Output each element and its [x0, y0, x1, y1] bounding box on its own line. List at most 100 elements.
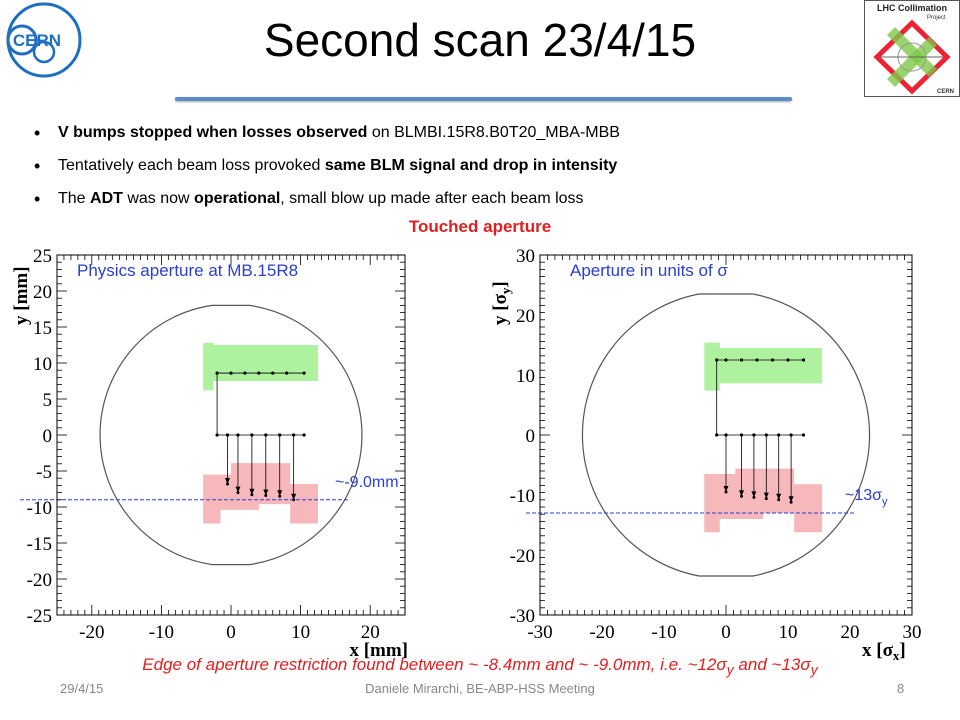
- data-point: [752, 495, 756, 499]
- panel-title: Aperture in units of σ: [570, 261, 728, 280]
- data-point: [752, 433, 756, 437]
- caption-text: Edge of aperture restriction found betwe…: [142, 655, 727, 674]
- x-tick-label: 0: [721, 622, 731, 643]
- data-point: [292, 433, 296, 437]
- bump-arrow-head: [776, 493, 782, 500]
- x-axis-label-sub: x: [893, 648, 900, 662]
- data-point: [225, 433, 230, 437]
- x-axis-label-close: ]: [899, 640, 905, 661]
- data-point: [770, 358, 775, 362]
- x-tick-label: 10: [779, 622, 798, 643]
- bump-arrow-head: [723, 486, 729, 492]
- y-tick-label: 30: [516, 246, 535, 267]
- data-point: [243, 371, 247, 375]
- slide-title: Second scan 23/4/15: [263, 14, 697, 66]
- y-tick-label: 10: [516, 366, 535, 387]
- y-tick-label: 5: [43, 390, 53, 411]
- data-point: [226, 482, 230, 486]
- data-point: [740, 494, 743, 498]
- y-tick-label: -25: [27, 606, 52, 627]
- lhc-collimation-logo: LHC Collimation Project CERN: [864, 0, 960, 97]
- physics-aperture-chart: ~-9.0mm -20 -10 0 10 20 25 20 15 10 5 0 -5 -10 -15 -20 -…: [11, 246, 408, 661]
- x-tick-label: -10: [651, 622, 676, 643]
- threshold-label: ~-9.0mm: [335, 474, 399, 491]
- data-point: [257, 371, 261, 375]
- data-point: [250, 433, 254, 437]
- bottom-caption: Edge of aperture restriction found betwe…: [0, 655, 960, 678]
- caption-sub-1: y: [726, 662, 734, 679]
- y-tick-label: -30: [510, 606, 535, 627]
- bump-arrow-head: [235, 486, 241, 493]
- x-tick-label: -30: [527, 622, 552, 643]
- data-point: [715, 433, 719, 437]
- data-point: [236, 433, 240, 437]
- lhc-logo-sub: Project: [927, 15, 946, 21]
- footer-date: 29/4/15: [60, 681, 104, 696]
- bullet-item: V bumps stopped when losses observed on …: [34, 122, 934, 155]
- x-tick-label: 30: [903, 622, 922, 643]
- footer-author: Daniele Mirarchi, BE-ABP-HSS Meeting: [365, 681, 595, 696]
- data-point: [724, 490, 728, 494]
- y-tick-label: -15: [27, 534, 52, 555]
- bullet-text-segment: V bumps stopped when losses observed: [58, 124, 368, 141]
- x-tick-label: -20: [79, 622, 104, 643]
- data-point: [278, 494, 282, 498]
- bump-arrow-head: [225, 477, 231, 484]
- data-point: [764, 497, 768, 501]
- bullet-item: The ADT was now operational, small blow …: [34, 188, 934, 221]
- y-tick-label: 10: [33, 354, 52, 375]
- lhc-logo-title: LHC Collimation: [877, 3, 947, 13]
- y-tick-label: 0: [526, 426, 536, 447]
- green-region: [704, 342, 823, 391]
- data-point: [786, 358, 790, 362]
- data-point: [302, 433, 306, 437]
- y-tick-label: -10: [510, 486, 535, 507]
- y-tick-label: -20: [510, 546, 535, 567]
- red-region: [203, 463, 318, 524]
- x-tick-label: 20: [841, 622, 860, 643]
- x-tick-label: 0: [226, 622, 236, 643]
- data-point: [250, 493, 254, 497]
- data-point: [789, 433, 793, 437]
- threshold-label: ~13σy: [845, 487, 888, 508]
- data-point: [271, 371, 275, 375]
- y-tick-label: -20: [27, 570, 52, 591]
- y-tick-label: 0: [43, 426, 53, 447]
- cern-logo: CERN: [0, 0, 97, 78]
- bullet-text-segment: operational: [194, 190, 281, 207]
- threshold-label-sub: y: [882, 496, 888, 508]
- data-point: [764, 433, 768, 437]
- bump-arrow-head: [751, 491, 757, 498]
- x-tick-label: 20: [361, 622, 380, 643]
- data-point: [724, 358, 728, 362]
- bump-arrow-head: [788, 496, 794, 503]
- data-point: [215, 433, 219, 437]
- caption-mid: and ~13σ: [733, 655, 811, 674]
- data-point: [777, 498, 781, 502]
- data-point: [789, 500, 793, 504]
- x-tick-label: -20: [589, 622, 614, 643]
- aperture-outline: [99, 304, 363, 566]
- bullet-text-segment: on BLMBI.15R8.B0T20_MBA-MBB: [367, 124, 620, 141]
- footer-page-number: 8: [897, 681, 905, 696]
- bump-arrow-head: [249, 488, 255, 495]
- bump-arrow-head: [277, 490, 283, 497]
- y-tick-label: -5: [36, 462, 52, 483]
- bullet-text-segment: Tentatively each beam loss provoked: [58, 157, 325, 174]
- touched-aperture-label: Touched aperture: [408, 217, 552, 236]
- data-point: [739, 433, 744, 437]
- title-underline: [175, 97, 792, 101]
- bump-arrow-head: [291, 493, 297, 500]
- data-point: [285, 371, 289, 375]
- x-axis-label: x [mm]: [349, 640, 408, 661]
- bump-arrow-head: [263, 489, 269, 496]
- data-point: [302, 371, 306, 375]
- red-region: [704, 468, 823, 533]
- y-tick-label: -10: [27, 498, 52, 519]
- bullet-text-segment: , small blow up made after each beam los…: [280, 190, 584, 207]
- cern-logo-text: CERN: [13, 31, 61, 50]
- aperture-outline: [581, 293, 871, 577]
- data-point: [777, 433, 781, 437]
- data-point: [264, 493, 268, 497]
